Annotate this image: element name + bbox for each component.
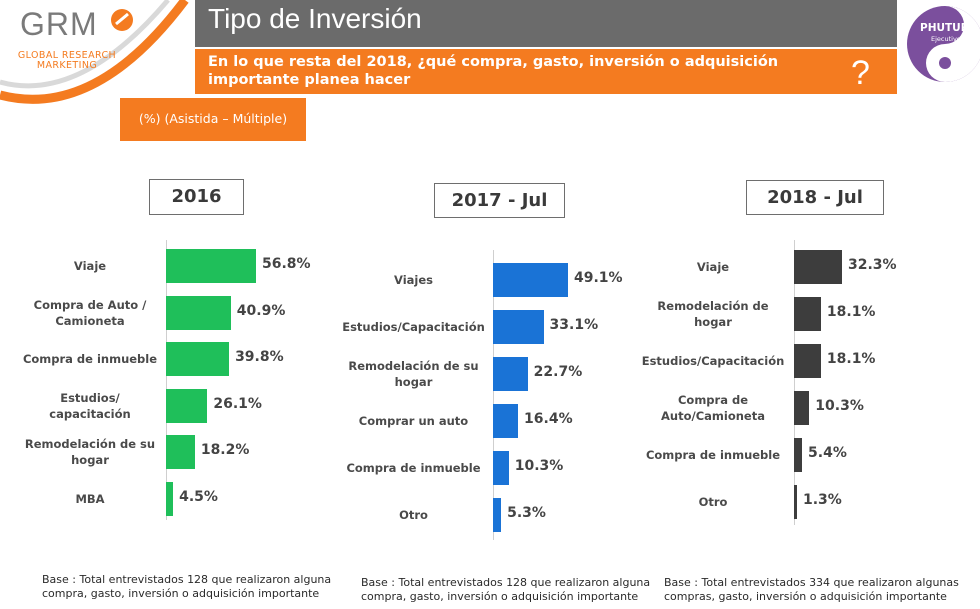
bar-2017-1: [493, 263, 568, 297]
category-label-2017-4: Comprar un auto: [358, 414, 469, 428]
chart-title-2017: 2017 - Jul: [434, 183, 565, 218]
value-label-2017-1: 49.1%: [574, 270, 623, 286]
value-label-2016-6: 4.5%: [179, 488, 218, 505]
bar-2017-2: [493, 310, 544, 344]
grm-logo-line2: MARKETING: [36, 60, 98, 71]
value-label-2017-6: 5.3%: [507, 505, 546, 521]
value-label-2018-1: 32.3%: [848, 257, 897, 273]
category-label-2016-1: Viaje: [73, 259, 107, 273]
bar-2016-4: [166, 388, 208, 423]
chart-title-2018: 2018 - Jul: [746, 180, 884, 215]
subtitle-box: [120, 98, 306, 141]
value-label-2017-3: 22.7%: [533, 364, 583, 380]
category-label-2018-5: Compra de inmueble: [645, 448, 781, 462]
bar-2016-2: [166, 295, 231, 330]
category-label-2016-5: Remodelación de su hogar: [24, 437, 156, 467]
category-label-2017-6: Otro: [399, 508, 428, 522]
page-title: Tipo de Inversión: [208, 3, 422, 34]
question-mark-icon: ?: [851, 54, 870, 92]
phutura-logo: [907, 6, 980, 82]
category-label-2016-4: Estudios/ capacitación: [49, 390, 131, 421]
question-bar: [195, 49, 897, 94]
grm-logo: [0, 0, 189, 104]
base-note-2016: Base : Total entrevistados 128 que reali…: [42, 573, 332, 600]
category-label-2017-5: Compra de inmueble: [346, 461, 481, 475]
bar-2018-3: [794, 344, 821, 378]
value-label-2018-3: 18.1%: [826, 351, 876, 367]
category-label-2018-6: Otro: [698, 495, 728, 509]
value-label-2016-4: 26.1%: [213, 395, 262, 412]
subtitle-text: (%) (Asistida – Múltiple): [138, 111, 288, 126]
value-label-2018-6: 1.3%: [803, 492, 842, 508]
bar-2017-5: [493, 451, 509, 485]
bar-2016-5: [166, 435, 195, 469]
category-label-2018-1: Viaje: [696, 260, 730, 274]
bar-2016-1: [166, 249, 256, 283]
title-bar: [195, 0, 897, 47]
base-note-2017: Base : Total entrevistados 128 que reali…: [361, 576, 651, 603]
bar-2016-6: [166, 481, 174, 516]
bar-2017-3: [493, 357, 528, 391]
category-label-2018-4: Compra de Auto/Camioneta: [661, 393, 765, 423]
axis-line-2017: [493, 250, 494, 540]
bar-2018-2: [794, 297, 821, 331]
bar-2018-1: [794, 250, 842, 284]
bar-2017-4: [493, 404, 519, 438]
value-label-2016-5: 18.2%: [200, 442, 250, 458]
chart-title-2016: 2016: [149, 179, 244, 215]
category-label-2016-3: Compra de inmueble: [22, 352, 158, 366]
value-label-2016-1: 56.8%: [262, 256, 311, 272]
question-text: En lo que resta del 2018, ¿qué compra, g…: [208, 54, 779, 88]
value-label-2016-3: 39.8%: [235, 349, 284, 365]
bar-2018-6: [794, 485, 797, 519]
value-label-2017-4: 16.4%: [524, 411, 573, 427]
bar-2018-5: [794, 438, 803, 472]
axis-line-2016: [166, 240, 167, 520]
phutura-logo-name: PHUTURA: [920, 22, 977, 34]
bar-2018-4: [794, 391, 810, 425]
bar-2016-3: [166, 342, 230, 376]
category-label-2017-2: Estudios/Capacitación: [342, 320, 485, 334]
grm-logo-letters: GRM: [20, 6, 98, 42]
value-label-2018-2: 18.1%: [826, 304, 876, 320]
category-label-2018-3: Estudios/Capacitación: [641, 354, 785, 368]
grm-logo-line1: GLOBAL RESEARCH: [17, 50, 117, 61]
value-label-2018-4: 10.3%: [815, 398, 864, 414]
category-label-2016-6: MBA: [75, 491, 105, 506]
value-label-2017-2: 33.1%: [549, 317, 599, 333]
base-note-2018: Base : Total entrevistados 334 que reali…: [664, 576, 959, 603]
category-label-2016-2: Compra de Auto / Camioneta: [33, 297, 147, 328]
phutura-logo-sub: Ejecutivo: [931, 35, 961, 43]
category-label-2017-1: Viajes: [394, 273, 433, 287]
value-label-2016-2: 40.9%: [236, 302, 286, 319]
bar-2017-6: [493, 498, 502, 532]
axis-line-2018: [794, 240, 795, 525]
value-label-2018-5: 5.4%: [808, 445, 847, 461]
category-label-2017-3: Remodelación de su hogar: [348, 359, 479, 389]
category-label-2018-2: Remodelación de hogar: [657, 299, 769, 329]
value-label-2017-5: 10.3%: [514, 458, 564, 474]
